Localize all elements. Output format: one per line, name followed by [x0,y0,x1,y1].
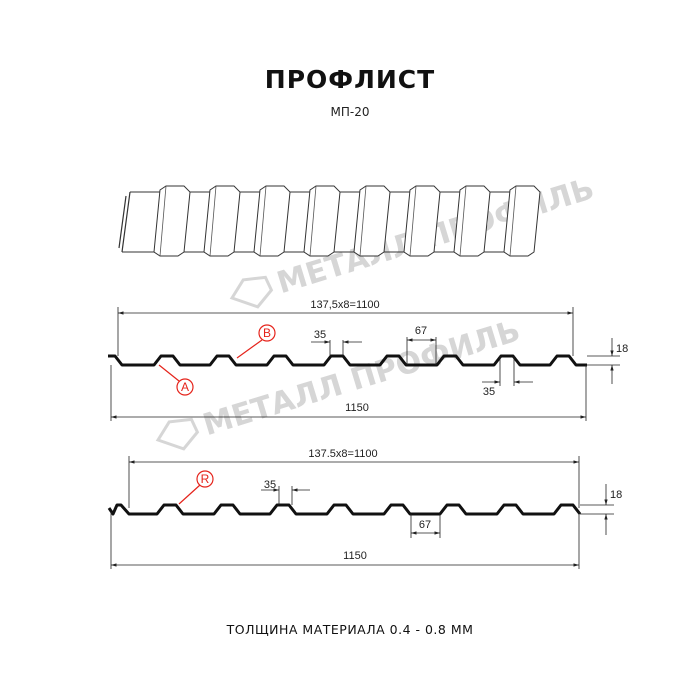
dim-label-gap: 67 [415,325,427,337]
marker-a: A [181,380,189,394]
sheet-side [118,191,131,253]
sheet-ridge [353,185,391,257]
sheet-ridge-fold [359,185,367,257]
marker-b-circle [258,324,276,342]
dim-label-pitch: 137.5x8=1100 [308,448,377,460]
page-title: ПРОФЛИСТ [265,65,435,94]
sheet-ridge-fold [309,185,317,257]
watermark-logo-icon [155,417,200,451]
dim-label-height: 18 [616,343,628,355]
dim-label-gap: 67 [419,519,431,531]
dim-label-total: 1150 [345,402,369,414]
material-thickness: ТОЛЩИНА МАТЕРИАЛА 0.4 - 0.8 ММ [226,622,474,637]
sheet-ridge-fold [409,185,417,257]
sheet-ridge [453,185,491,257]
watermark-text: МЕТАЛЛ ПРОФИЛЬ [199,313,524,443]
sheet-3d-view [118,185,541,257]
sheet-ridge [153,185,191,257]
profile-1: 137,5x8=1100 1150 35 67 35 18 B A [108,299,628,421]
sheet-ridge [503,185,541,257]
marker-r: R [201,472,210,486]
sheet-ridge-fold [459,185,467,257]
marker-r-circle [196,470,214,488]
sheet-ridge [253,185,291,257]
sheet-ridge-fold [509,185,517,257]
profile-2: 137.5x8=1100 1150 35 67 18 R [107,448,622,569]
sheet-ridge-fold [259,185,267,257]
sheet-ridge-fold [159,185,167,257]
marker-b: B [263,326,271,340]
dim-label-height: 18 [610,489,622,501]
sheet-ridge [203,185,241,257]
sheet-ridge [403,185,441,257]
dim-label-pitch: 137,5x8=1100 [310,299,379,311]
sheet-ridge-fold [209,185,217,257]
sheet-ridge [303,185,341,257]
profile-1-outline [108,354,587,367]
marker-a-circle [176,378,194,396]
dim-label-bottom: 35 [483,386,495,398]
watermark-2: МЕТАЛЛ ПРОФИЛЬ [155,313,524,451]
page-subtitle: МП-20 [331,105,370,119]
dim-label-crest: 35 [264,479,276,491]
dim-label-total: 1150 [343,550,367,562]
watermark-logo-icon [229,275,274,309]
dim-label-crest: 35 [314,329,326,341]
profile-2-outline [107,503,582,516]
